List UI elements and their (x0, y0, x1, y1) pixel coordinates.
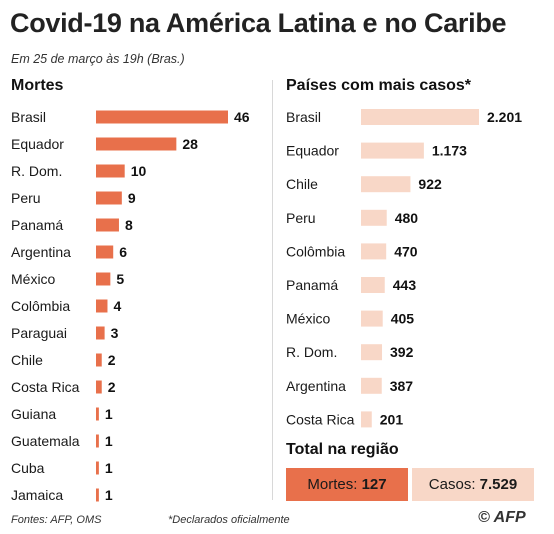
cases-section-title: Países com mais casos* (286, 77, 472, 94)
deaths-section-title: Mortes (11, 77, 64, 94)
deaths-value-label: 8 (125, 217, 133, 233)
cases-value-label: 1.173 (432, 143, 467, 159)
total-cases-label: Casos: (428, 476, 476, 493)
cases-bar (361, 243, 387, 260)
cases-value-label: 2.201 (487, 109, 522, 125)
total-cases-box: Casos: 7.529 (412, 468, 534, 501)
deaths-bar (96, 218, 119, 232)
deaths-category-label: R. Dom. (11, 163, 62, 179)
deaths-bar (96, 191, 122, 205)
total-deaths-box: Mortes: 127 (286, 468, 408, 501)
total-cases-value: 7.529 (479, 476, 518, 493)
deaths-value-label: 1 (105, 487, 113, 503)
deaths-value-label: 1 (105, 460, 113, 476)
cases-bar (361, 344, 383, 361)
deaths-value-label: 10 (131, 163, 147, 179)
footer-source: Fontes: AFP, OMS (11, 514, 102, 526)
deaths-bar (96, 353, 102, 367)
cases-value-label: 470 (394, 243, 418, 259)
deaths-value-label: 3 (111, 325, 119, 341)
cases-category-label: Panamá (286, 277, 338, 293)
deaths-category-label: Guiana (11, 406, 56, 422)
cases-value-label: 405 (391, 311, 415, 327)
copyright-icon: © (478, 509, 490, 526)
deaths-category-label: México (11, 271, 56, 287)
cases-category-label: R. Dom. (286, 344, 337, 360)
cases-value-label: 201 (380, 411, 404, 427)
cases-bar (361, 176, 411, 193)
footer-note: *Declarados oficialmente (168, 514, 290, 526)
deaths-category-label: Equador (11, 136, 64, 152)
cases-value-label: 922 (418, 176, 442, 192)
cases-category-label: México (286, 311, 331, 327)
column-divider (272, 80, 273, 500)
deaths-bar (96, 326, 105, 340)
cases-value-label: 392 (390, 344, 414, 360)
cases-category-label: Argentina (286, 378, 346, 394)
total-deaths-label: Mortes: (307, 476, 358, 493)
cases-category-label: Equador (286, 143, 339, 159)
deaths-category-label: Chile (11, 352, 43, 368)
totals-title: Total na região (286, 441, 399, 458)
deaths-bar (96, 299, 108, 313)
deaths-value-label: 46 (234, 109, 250, 125)
deaths-bar (96, 110, 228, 124)
deaths-value-label: 5 (116, 271, 124, 287)
cases-category-label: Brasil (286, 109, 321, 125)
cases-bar (361, 377, 382, 394)
afp-logo: © AFP (478, 509, 526, 527)
deaths-value-label: 6 (119, 244, 127, 260)
deaths-category-label: Paraguai (11, 325, 67, 341)
deaths-value-label: 2 (108, 379, 116, 395)
deaths-category-label: Colômbia (11, 298, 70, 314)
deaths-value-label: 28 (182, 136, 198, 152)
chart-subtitle: Em 25 de março às 19h (Bras.) (11, 52, 185, 66)
cases-bar (361, 142, 424, 159)
deaths-category-label: Panamá (11, 217, 63, 233)
chart-title: Covid-19 na América Latina e no Caribe (10, 8, 507, 38)
cases-bar (361, 310, 383, 327)
cases-value-label: 480 (395, 210, 419, 226)
deaths-category-label: Guatemala (11, 433, 80, 449)
deaths-category-label: Cuba (11, 460, 45, 476)
deaths-value-label: 4 (113, 298, 121, 314)
deaths-category-label: Peru (11, 190, 41, 206)
cases-category-label: Chile (286, 176, 318, 192)
deaths-bar (96, 380, 102, 394)
cases-bar (361, 209, 387, 226)
cases-value-label: 443 (393, 277, 417, 293)
deaths-category-label: Jamaica (11, 487, 63, 503)
deaths-category-label: Argentina (11, 244, 71, 260)
cases-bar (361, 277, 385, 293)
deaths-value-label: 2 (108, 352, 116, 368)
cases-category-label: Costa Rica (286, 411, 355, 427)
deaths-bar (96, 407, 99, 421)
cases-bar (361, 411, 372, 428)
deaths-value-label: 1 (105, 406, 113, 422)
deaths-bar (96, 137, 177, 151)
deaths-bar (96, 245, 114, 259)
cases-category-label: Colômbia (286, 243, 345, 259)
cases-bar (361, 109, 479, 125)
deaths-bar (96, 488, 99, 502)
deaths-value-label: 9 (128, 190, 136, 206)
total-deaths-value: 127 (361, 476, 387, 493)
deaths-bar (96, 461, 99, 475)
afp-logo-text: AFP (493, 509, 526, 526)
deaths-category-label: Costa Rica (11, 379, 80, 395)
deaths-bar (96, 272, 111, 286)
deaths-bar (96, 434, 99, 448)
deaths-category-label: Brasil (11, 109, 46, 125)
deaths-bar (96, 164, 125, 178)
cases-value-label: 387 (390, 378, 414, 394)
cases-category-label: Peru (286, 210, 316, 226)
deaths-value-label: 1 (105, 433, 113, 449)
cases-bar-chart: Brasil 2.201 Equador 1.173 Chile 922 Peru 480 Co… (286, 109, 522, 428)
